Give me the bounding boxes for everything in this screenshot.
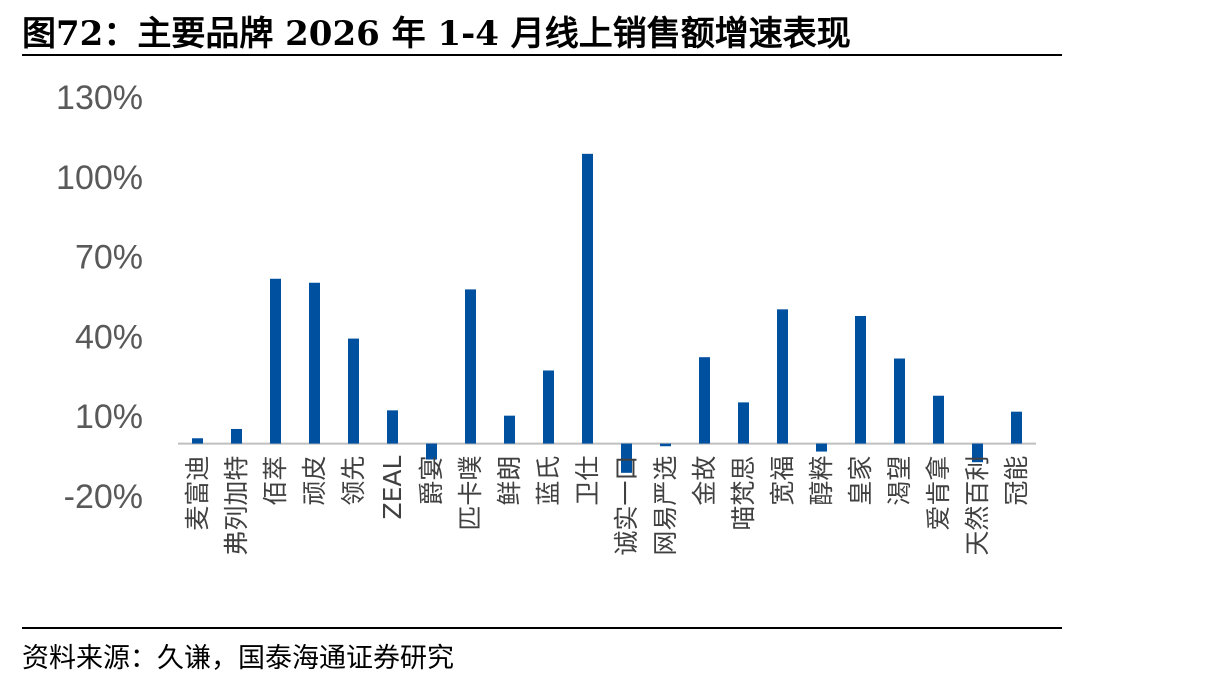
bar bbox=[1011, 411, 1022, 444]
y-axis-ticks: -20% 10% 40% 70% 100% 130% bbox=[56, 79, 143, 516]
x-tick-label: 冠能 bbox=[1002, 456, 1031, 506]
y-tick-label: 130% bbox=[56, 79, 143, 117]
x-tick-label: 匹卡噗 bbox=[456, 456, 485, 531]
source-rule bbox=[22, 627, 1062, 629]
x-tick-label: 鲜朗 bbox=[495, 456, 524, 506]
bar bbox=[621, 443, 632, 473]
x-tick-label: ZEAL bbox=[378, 456, 407, 520]
x-tick-label: 顽皮 bbox=[300, 456, 329, 506]
bar bbox=[309, 282, 320, 444]
bar bbox=[582, 153, 593, 444]
bar bbox=[192, 438, 203, 444]
y-tick-label: 10% bbox=[75, 398, 143, 436]
bars bbox=[192, 153, 1022, 473]
x-tick-label: 爵宴 bbox=[417, 456, 446, 506]
bar bbox=[348, 338, 359, 444]
x-tick-label: 宽福 bbox=[768, 456, 797, 506]
x-tick-label: 喵梵思 bbox=[729, 456, 758, 531]
x-tick-label: 领先 bbox=[339, 456, 368, 506]
bar bbox=[933, 395, 944, 444]
figure-title: 图72：主要品牌 2026 年 1-4 月线上销售额增速表现 bbox=[22, 14, 851, 54]
bar bbox=[543, 370, 554, 444]
bar bbox=[465, 289, 476, 444]
x-tick-label: 麦富迪 bbox=[183, 456, 212, 531]
x-tick-label: 皇家 bbox=[846, 456, 875, 506]
y-tick-label: 100% bbox=[56, 159, 143, 197]
bar bbox=[231, 428, 242, 444]
bar bbox=[777, 309, 788, 444]
bar bbox=[426, 443, 437, 460]
source-note: 资料来源：久谦，国泰海通证券研究 bbox=[22, 643, 454, 674]
x-tick-label: 醇粹 bbox=[807, 456, 836, 506]
x-tick-label: 天然百利 bbox=[963, 456, 992, 556]
x-tick-label: 佰萃 bbox=[261, 456, 290, 506]
bar bbox=[972, 443, 983, 463]
y-tick-label: -20% bbox=[64, 478, 143, 516]
x-tick-label: 蓝氏 bbox=[534, 456, 563, 506]
bar bbox=[660, 443, 671, 447]
x-tick-label: 爱肯拿 bbox=[924, 456, 953, 531]
bar bbox=[387, 410, 398, 444]
bar bbox=[699, 357, 710, 444]
x-tick-label: 网易严选 bbox=[651, 456, 680, 556]
bar bbox=[855, 315, 866, 444]
x-axis-labels: 麦富迪 弗列加特 佰萃 顽皮 领先 ZEAL 爵宴 匹卡噗 鲜朗 蓝氏 卫仕 诚实一口 网易严选 金故 喵梵… bbox=[183, 456, 1031, 556]
x-tick-label: 卫仕 bbox=[573, 456, 602, 506]
y-tick-label: 70% bbox=[75, 239, 143, 277]
x-tick-label: 金故 bbox=[690, 456, 719, 506]
bar bbox=[816, 443, 827, 452]
x-tick-label: 弗列加特 bbox=[222, 456, 251, 556]
bar bbox=[504, 415, 515, 444]
y-tick-label: 40% bbox=[75, 318, 143, 356]
bar bbox=[270, 278, 281, 444]
x-tick-label: 渴望 bbox=[885, 456, 914, 506]
title-rule bbox=[22, 54, 1062, 56]
bar bbox=[894, 358, 905, 444]
x-tick-label: 诚实一口 bbox=[612, 456, 641, 556]
bar bbox=[738, 402, 749, 444]
